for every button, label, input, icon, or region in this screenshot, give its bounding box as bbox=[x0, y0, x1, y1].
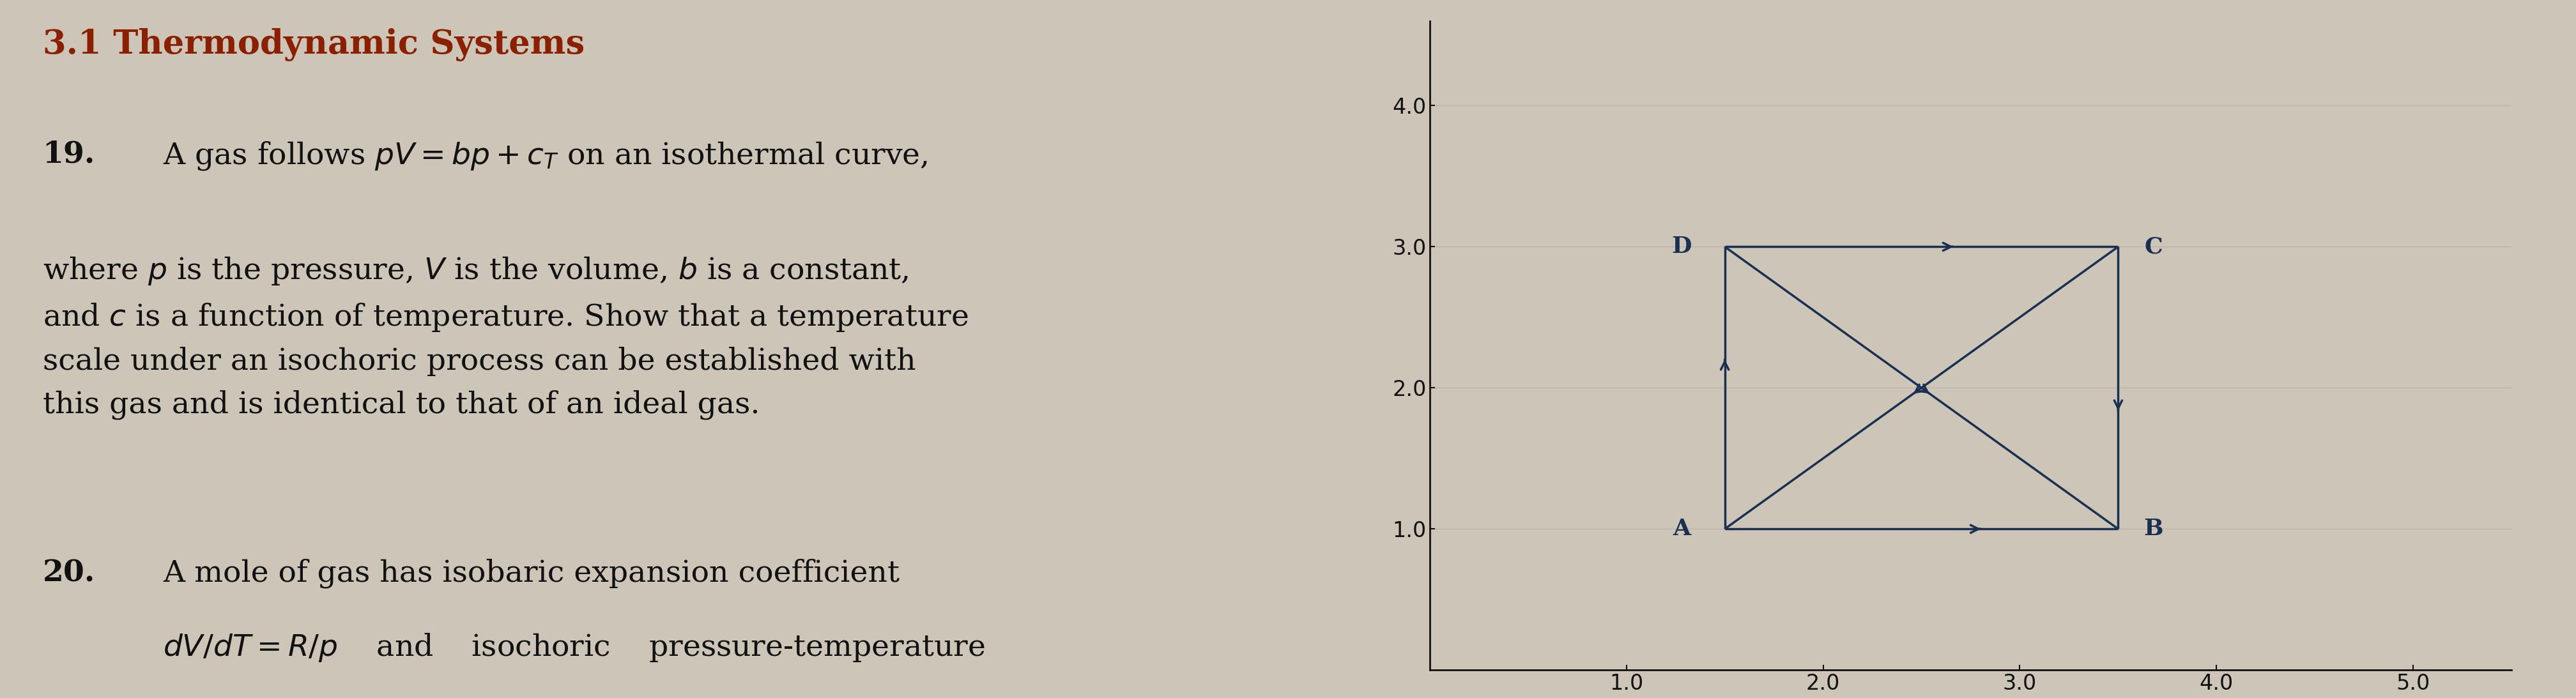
Text: A mole of gas has isobaric expansion coefficient: A mole of gas has isobaric expansion coe… bbox=[162, 558, 899, 588]
Text: A: A bbox=[1672, 518, 1690, 540]
Text: D: D bbox=[1672, 236, 1692, 258]
Text: 3.1 Thermodynamic Systems: 3.1 Thermodynamic Systems bbox=[41, 28, 585, 61]
Text: where $p$ is the pressure, $V$ is the volume, $b$ is a constant,
and $c$ is a fu: where $p$ is the pressure, $V$ is the vo… bbox=[41, 255, 969, 420]
Text: 20.: 20. bbox=[41, 558, 95, 588]
Text: C: C bbox=[2143, 236, 2164, 258]
Text: $dV/dT = R/p$    and    isochoric    pressure-temperature: $dV/dT = R/p$ and isochoric pressure-tem… bbox=[162, 632, 984, 664]
Text: A gas follows $pV = bp + c_T$ on an isothermal curve,: A gas follows $pV = bp + c_T$ on an isot… bbox=[162, 140, 927, 172]
Text: 19.: 19. bbox=[41, 140, 95, 169]
Text: B: B bbox=[2143, 518, 2164, 540]
